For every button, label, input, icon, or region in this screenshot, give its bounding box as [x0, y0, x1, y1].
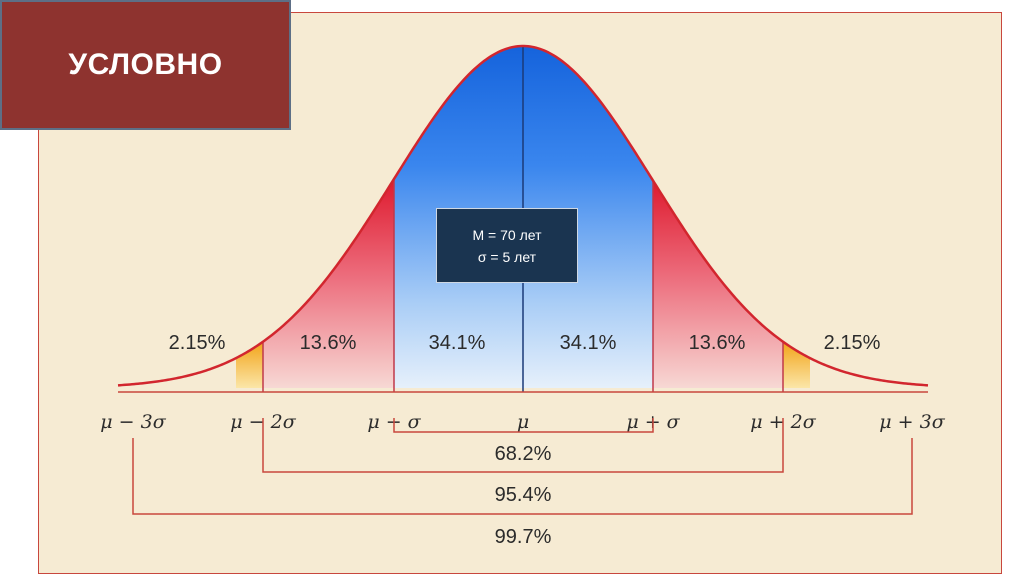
bracket-99 [132, 438, 913, 515]
range-label-95: 95.4% [495, 484, 552, 506]
segment-label-4: 34.1% [560, 332, 617, 354]
segment-label-3: 34.1% [429, 332, 486, 354]
bell-curve-line [117, 44, 929, 387]
axis-label-mu-plus-3sigma: μ + 3σ [879, 411, 945, 433]
segment-label-6: 2.15% [824, 332, 881, 354]
range-label-68: 68.2% [495, 443, 552, 465]
title-banner: УСЛОВНО [0, 0, 291, 130]
bracket-68 [393, 418, 654, 433]
info-box: M = 70 лет σ = 5 лет [436, 208, 578, 283]
segment-label-5: 13.6% [689, 332, 746, 354]
sigma-value: σ = 5 лет [477, 248, 537, 265]
tail-left-fill [236, 341, 263, 388]
range-label-99: 99.7% [495, 526, 552, 548]
tail-right-fill [783, 341, 810, 388]
title-text: УСЛОВНО [68, 48, 223, 81]
segment-label-2: 13.6% [300, 332, 357, 354]
segment-label-1: 2.15% [169, 332, 226, 354]
mean-value: M = 70 лет [472, 226, 542, 243]
axis-label-mu-minus-3sigma: μ − 3σ [100, 411, 166, 433]
axis-label-mu: μ [517, 411, 529, 433]
bracket-95 [262, 418, 784, 473]
